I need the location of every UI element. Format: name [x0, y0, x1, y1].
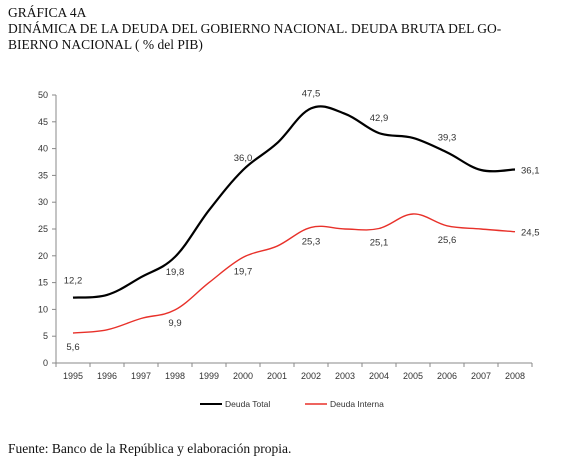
data-label: 25,3: [302, 236, 321, 247]
source-note: Fuente: Banco de la República y elaborac…: [8, 441, 292, 456]
data-label: 19,8: [166, 267, 185, 278]
figure-title-line1: DINÁMICA DE LA DEUDA DEL GOBIERNO NACION…: [8, 21, 502, 36]
y-tick-label: 20: [38, 251, 48, 261]
data-label: 47,5: [302, 88, 321, 99]
x-tick-label: 2008: [505, 371, 525, 381]
x-tick-label: 1996: [97, 371, 117, 381]
y-tick-label: 0: [43, 358, 48, 368]
y-tick-label: 30: [38, 197, 48, 207]
data-label: 25,6: [438, 235, 457, 246]
data-label: 24,5: [521, 228, 540, 239]
chart-axes: 0 5 10 15 20 25 30 35 40 45 50 1995 1996 1997 1998 1999…: [38, 90, 533, 381]
x-tick-label: 1999: [199, 371, 219, 381]
legend-label: Deuda Interna: [330, 399, 384, 409]
x-tick-label: 2004: [369, 371, 389, 381]
data-label: 36,0: [234, 153, 253, 164]
y-tick-label: 10: [38, 304, 48, 314]
chart-legend: Deuda Total Deuda Interna: [200, 399, 384, 409]
y-tick-label: 50: [38, 90, 48, 100]
data-labels: 12,2 19,8 36,0 47,5 42,9 39,3 36,1 5,6 9,9 19,7 25…: [64, 88, 540, 353]
figure-caption: GRÁFICA 4A DINÁMICA DE LA DEUDA DEL GOBI…: [8, 5, 568, 53]
x-tick-label: 1997: [131, 371, 151, 381]
data-label: 25,1: [370, 237, 389, 248]
data-label: 36,1: [521, 166, 540, 177]
y-tick-label: 5: [43, 331, 48, 341]
data-label: 39,3: [438, 132, 457, 143]
x-tick-label: 2007: [471, 371, 491, 381]
series-layer: [72, 105, 516, 334]
y-tick-label: 35: [38, 170, 48, 180]
y-tick-label: 25: [38, 224, 48, 234]
data-label: 12,2: [64, 276, 83, 287]
y-tick-label: 45: [38, 117, 48, 127]
series-line-deuda-total: [72, 105, 516, 299]
x-tick-label: 2002: [301, 371, 321, 381]
x-tick-label: 2000: [233, 371, 253, 381]
data-label: 42,9: [370, 113, 389, 124]
x-tick-label: 1998: [165, 371, 185, 381]
x-tick-label: 2006: [437, 371, 457, 381]
legend-label: Deuda Total: [225, 399, 270, 409]
figure-number: GRÁFICA 4A: [8, 5, 87, 20]
figure-title-line2: BIERNO NACIONAL ( % del PIB): [8, 37, 203, 52]
x-tick-label: 2001: [267, 371, 287, 381]
x-tick-label: 2005: [403, 371, 423, 381]
y-tick-label: 15: [38, 278, 48, 288]
series-line-deuda-interna: [72, 213, 516, 334]
x-tick-label: 2003: [335, 371, 355, 381]
x-tick-label: 1995: [63, 371, 83, 381]
data-label: 19,7: [234, 266, 253, 277]
y-tick-label: 40: [38, 144, 48, 154]
data-label: 5,6: [66, 342, 79, 353]
data-label: 9,9: [168, 318, 181, 329]
